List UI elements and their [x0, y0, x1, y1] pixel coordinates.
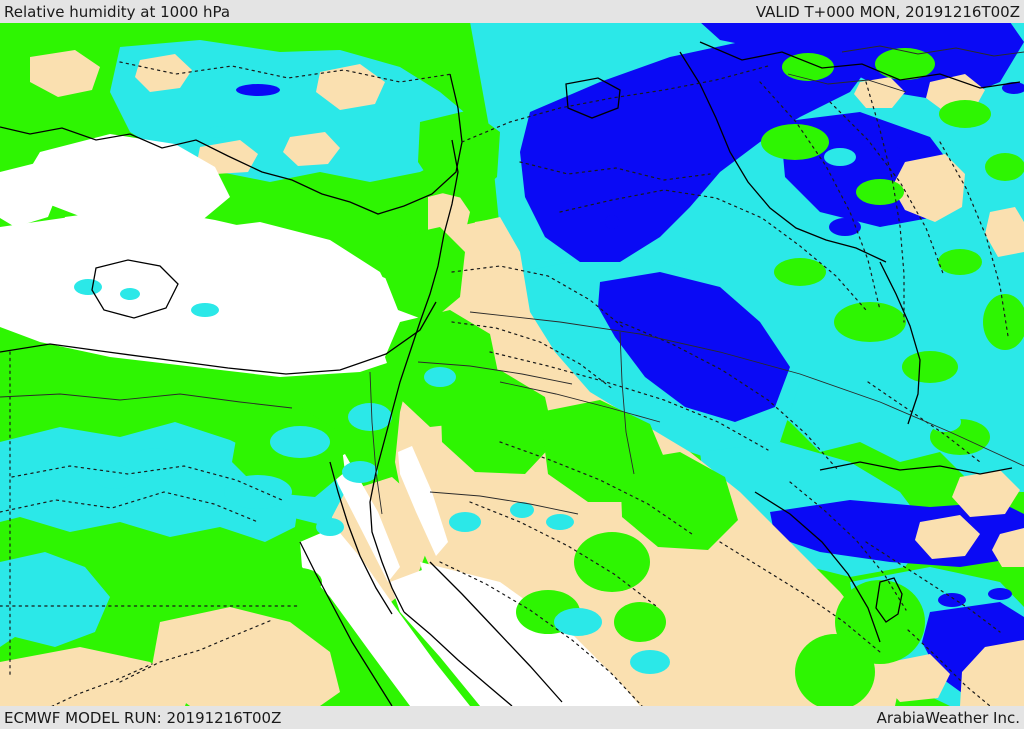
relative-humidity-map[interactable] — [0, 22, 1024, 706]
bottom-info-bar: ECMWF MODEL RUN: 20191216T00Z ArabiaWeat… — [0, 706, 1024, 729]
page-title: Relative humidity at 1000 hPa — [4, 2, 231, 21]
graticule-lines — [0, 45, 1024, 515]
country-borders — [0, 61, 1009, 706]
humidity-cyan-speckles — [74, 126, 961, 674]
valid-time-label: VALID T+000 MON, 20191216T00Z — [755, 2, 1020, 21]
coastlines — [0, 41, 1021, 706]
attribution-label: ArabiaWeather Inc. — [876, 708, 1020, 727]
humidity-contour-field — [0, 22, 1024, 706]
humidity-band-dry — [0, 134, 640, 706]
top-info-bar: Relative humidity at 1000 hPa VALID T+00… — [0, 0, 1024, 23]
model-run-label: ECMWF MODEL RUN: 20191216T00Z — [4, 708, 282, 727]
